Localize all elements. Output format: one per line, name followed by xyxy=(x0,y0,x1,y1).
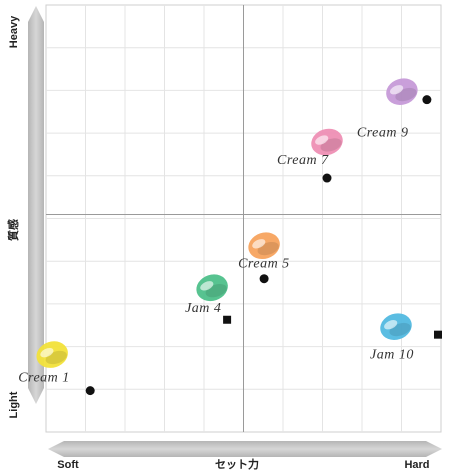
x-axis-min-label: Soft xyxy=(57,459,79,471)
product-blob xyxy=(196,274,228,302)
point-label: Cream 5 xyxy=(238,257,290,272)
point-label: Jam 4 xyxy=(185,301,221,316)
product-blob xyxy=(36,341,68,368)
x-axis-arrow xyxy=(48,441,442,457)
data-point: Jam 10 xyxy=(370,313,442,363)
point-marker-circle xyxy=(85,386,95,396)
product-blob xyxy=(248,232,280,260)
point-marker-circle xyxy=(259,274,269,284)
product-blob xyxy=(386,78,418,105)
x-axis-title: セット力 xyxy=(215,457,259,471)
point-marker-square xyxy=(223,315,232,324)
product-blob xyxy=(380,313,412,340)
y-axis-title: 質感 xyxy=(6,219,20,241)
plot-area xyxy=(45,4,442,433)
quadrant-lines xyxy=(46,5,441,432)
x-axis-max-label: Hard xyxy=(404,459,429,471)
point-label: Jam 10 xyxy=(370,348,414,363)
point-marker-circle xyxy=(322,173,332,183)
data-point: Jam 4 xyxy=(185,274,232,324)
y-axis-max-label: Heavy xyxy=(8,15,20,48)
data-point: Cream 9 xyxy=(357,78,432,141)
data-points: Cream 1 Jam 4 Cream 5 Cream 7 Cream 9 Jam 10 xyxy=(18,78,442,396)
point-label: Cream 7 xyxy=(277,153,329,168)
product-blob xyxy=(311,128,343,156)
y-axis-arrow xyxy=(28,6,44,404)
point-label: Cream 9 xyxy=(357,126,409,141)
data-point: Cream 5 xyxy=(238,232,290,284)
point-label: Cream 1 xyxy=(18,371,70,386)
data-point: Cream 7 xyxy=(277,128,343,183)
y-axis-min-label: Light xyxy=(8,391,20,418)
point-marker-circle xyxy=(422,95,432,105)
point-marker-square xyxy=(434,330,442,339)
data-point: Cream 1 xyxy=(18,341,95,396)
